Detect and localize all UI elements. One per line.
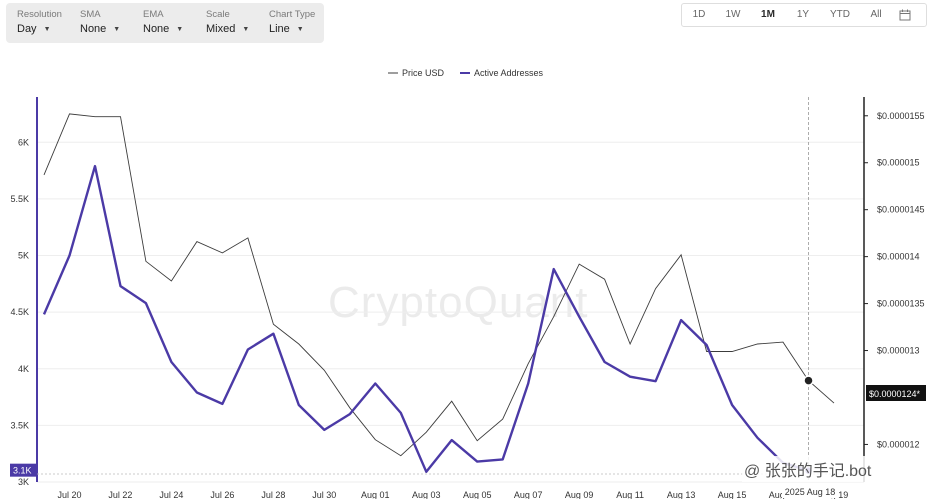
caret-down-icon: ▼ bbox=[176, 26, 184, 33]
right-value-label: $0.0000124* bbox=[869, 389, 921, 399]
left-tick-label: 3.5K bbox=[10, 420, 29, 430]
left-tick-label: 5.5K bbox=[10, 194, 29, 204]
range-button-all[interactable]: All bbox=[870, 9, 882, 20]
range-button-1d[interactable]: 1D bbox=[692, 9, 706, 20]
range-button-ytd[interactable]: YTD bbox=[830, 9, 850, 20]
crosshair: 3.1K $0.0000124* 2025 Aug 18 bbox=[10, 97, 926, 498]
right-tick-label: $0.000012 bbox=[877, 439, 920, 449]
range-button-1y[interactable]: 1Y bbox=[796, 9, 810, 20]
ema-value: None bbox=[143, 23, 170, 35]
resolution-label: Resolution bbox=[17, 9, 62, 20]
chart-type-dropdown[interactable]: Chart Type Line ▼ bbox=[258, 3, 321, 43]
crosshair-date-label: 2025 Aug 18 bbox=[785, 487, 836, 497]
chart-type-value: Line bbox=[269, 23, 290, 35]
scale-dropdown[interactable]: Scale Mixed ▼ bbox=[195, 3, 258, 43]
x-tick-label: Jul 26 bbox=[210, 490, 234, 499]
caret-down-icon: ▼ bbox=[296, 26, 304, 33]
range-button-1m[interactable]: 1M bbox=[761, 9, 775, 20]
sma-label: SMA bbox=[80, 9, 101, 20]
crosshair-date-badge bbox=[782, 486, 838, 498]
left-tick-label: 4.5K bbox=[10, 307, 29, 317]
right-axis-ticks: $0.0000155 $0.000015 $0.0000145 $0.000014 $0… bbox=[864, 111, 925, 449]
left-tick-label: 4K bbox=[18, 364, 29, 374]
sma-value: None bbox=[80, 23, 107, 35]
x-tick-label: Aug 15 bbox=[718, 490, 747, 499]
x-tick-label: Aug 09 bbox=[565, 490, 594, 499]
right-tick-label: $0.0000145 bbox=[877, 205, 925, 215]
calendar-icon[interactable] bbox=[892, 4, 918, 26]
axes bbox=[36, 97, 865, 482]
footer-stamp: @ 张张的手记.bot bbox=[742, 456, 874, 482]
range-button-1w[interactable]: 1W bbox=[725, 9, 741, 20]
x-tick-label: Jul 22 bbox=[108, 490, 132, 499]
price-usd-line bbox=[43, 113, 835, 457]
caret-down-icon: ▼ bbox=[43, 26, 51, 33]
ema-label: EMA bbox=[143, 9, 164, 20]
series bbox=[42, 113, 835, 473]
price-cursor-dot bbox=[803, 375, 814, 386]
x-tick-label: Aug 05 bbox=[463, 490, 492, 499]
left-value-label: 3.1K bbox=[13, 466, 32, 476]
time-range-selector: 1D 1W 1M 1Y YTD All bbox=[681, 3, 927, 27]
left-value-badge bbox=[10, 463, 36, 477]
right-tick-label: $0.0000135 bbox=[877, 299, 925, 309]
x-tick-label: Jul 24 bbox=[159, 490, 183, 499]
x-axis-ticks: Jul 20 Jul 22 Jul 24 Jul 26 Jul 28 Jul 30 Aug … bbox=[57, 490, 848, 499]
left-tick-label: 3K bbox=[18, 477, 29, 487]
left-tick-label: 6K bbox=[18, 137, 29, 147]
watermark: CryptoQuant bbox=[328, 278, 589, 327]
sma-dropdown[interactable]: SMA None ▼ bbox=[69, 3, 132, 43]
caret-down-icon: ▼ bbox=[242, 26, 250, 33]
right-tick-label: $0.000015 bbox=[877, 158, 920, 168]
left-tick-label: 5K bbox=[18, 251, 29, 261]
right-tick-label: $0.000014 bbox=[877, 252, 920, 262]
x-tick-label: Aug 01 bbox=[361, 490, 390, 499]
caret-down-icon: ▼ bbox=[113, 26, 121, 33]
x-tick-label: Jul 20 bbox=[57, 490, 81, 499]
x-tick-label: Aug 13 bbox=[667, 490, 696, 499]
x-tick-label: Jul 28 bbox=[261, 490, 285, 499]
chart-type-label: Chart Type bbox=[269, 9, 316, 20]
x-tick-label: Aug 07 bbox=[514, 490, 543, 499]
x-tick-label: Aug 03 bbox=[412, 490, 441, 499]
calendar-icon-glyph bbox=[899, 9, 911, 21]
legend[interactable]: Price USD Active Addresses bbox=[388, 68, 544, 78]
active-addresses-line bbox=[42, 164, 809, 473]
resolution-dropdown[interactable]: Resolution Day ▼ bbox=[6, 3, 69, 43]
chart-toolbar: Resolution Day ▼ SMA None ▼ EMA None ▼ Scal… bbox=[6, 3, 324, 43]
x-tick-label: Jul 30 bbox=[312, 490, 336, 499]
left-axis-ticks: 6K 5.5K 5K 4.5K 4K 3.5K 3K bbox=[10, 137, 29, 487]
scale-label: Scale bbox=[206, 9, 230, 20]
gridlines bbox=[37, 141, 864, 483]
resolution-value: Day bbox=[17, 23, 37, 35]
legend-entry: Price USD bbox=[402, 68, 445, 78]
scale-value: Mixed bbox=[206, 23, 236, 35]
right-tick-label: $0.000013 bbox=[877, 346, 920, 356]
legend-entry: Active Addresses bbox=[474, 68, 544, 78]
right-value-badge bbox=[866, 385, 926, 401]
right-tick-label: $0.0000155 bbox=[877, 111, 925, 121]
ema-dropdown[interactable]: EMA None ▼ bbox=[132, 3, 195, 43]
x-tick-label: Aug 11 bbox=[616, 490, 644, 499]
